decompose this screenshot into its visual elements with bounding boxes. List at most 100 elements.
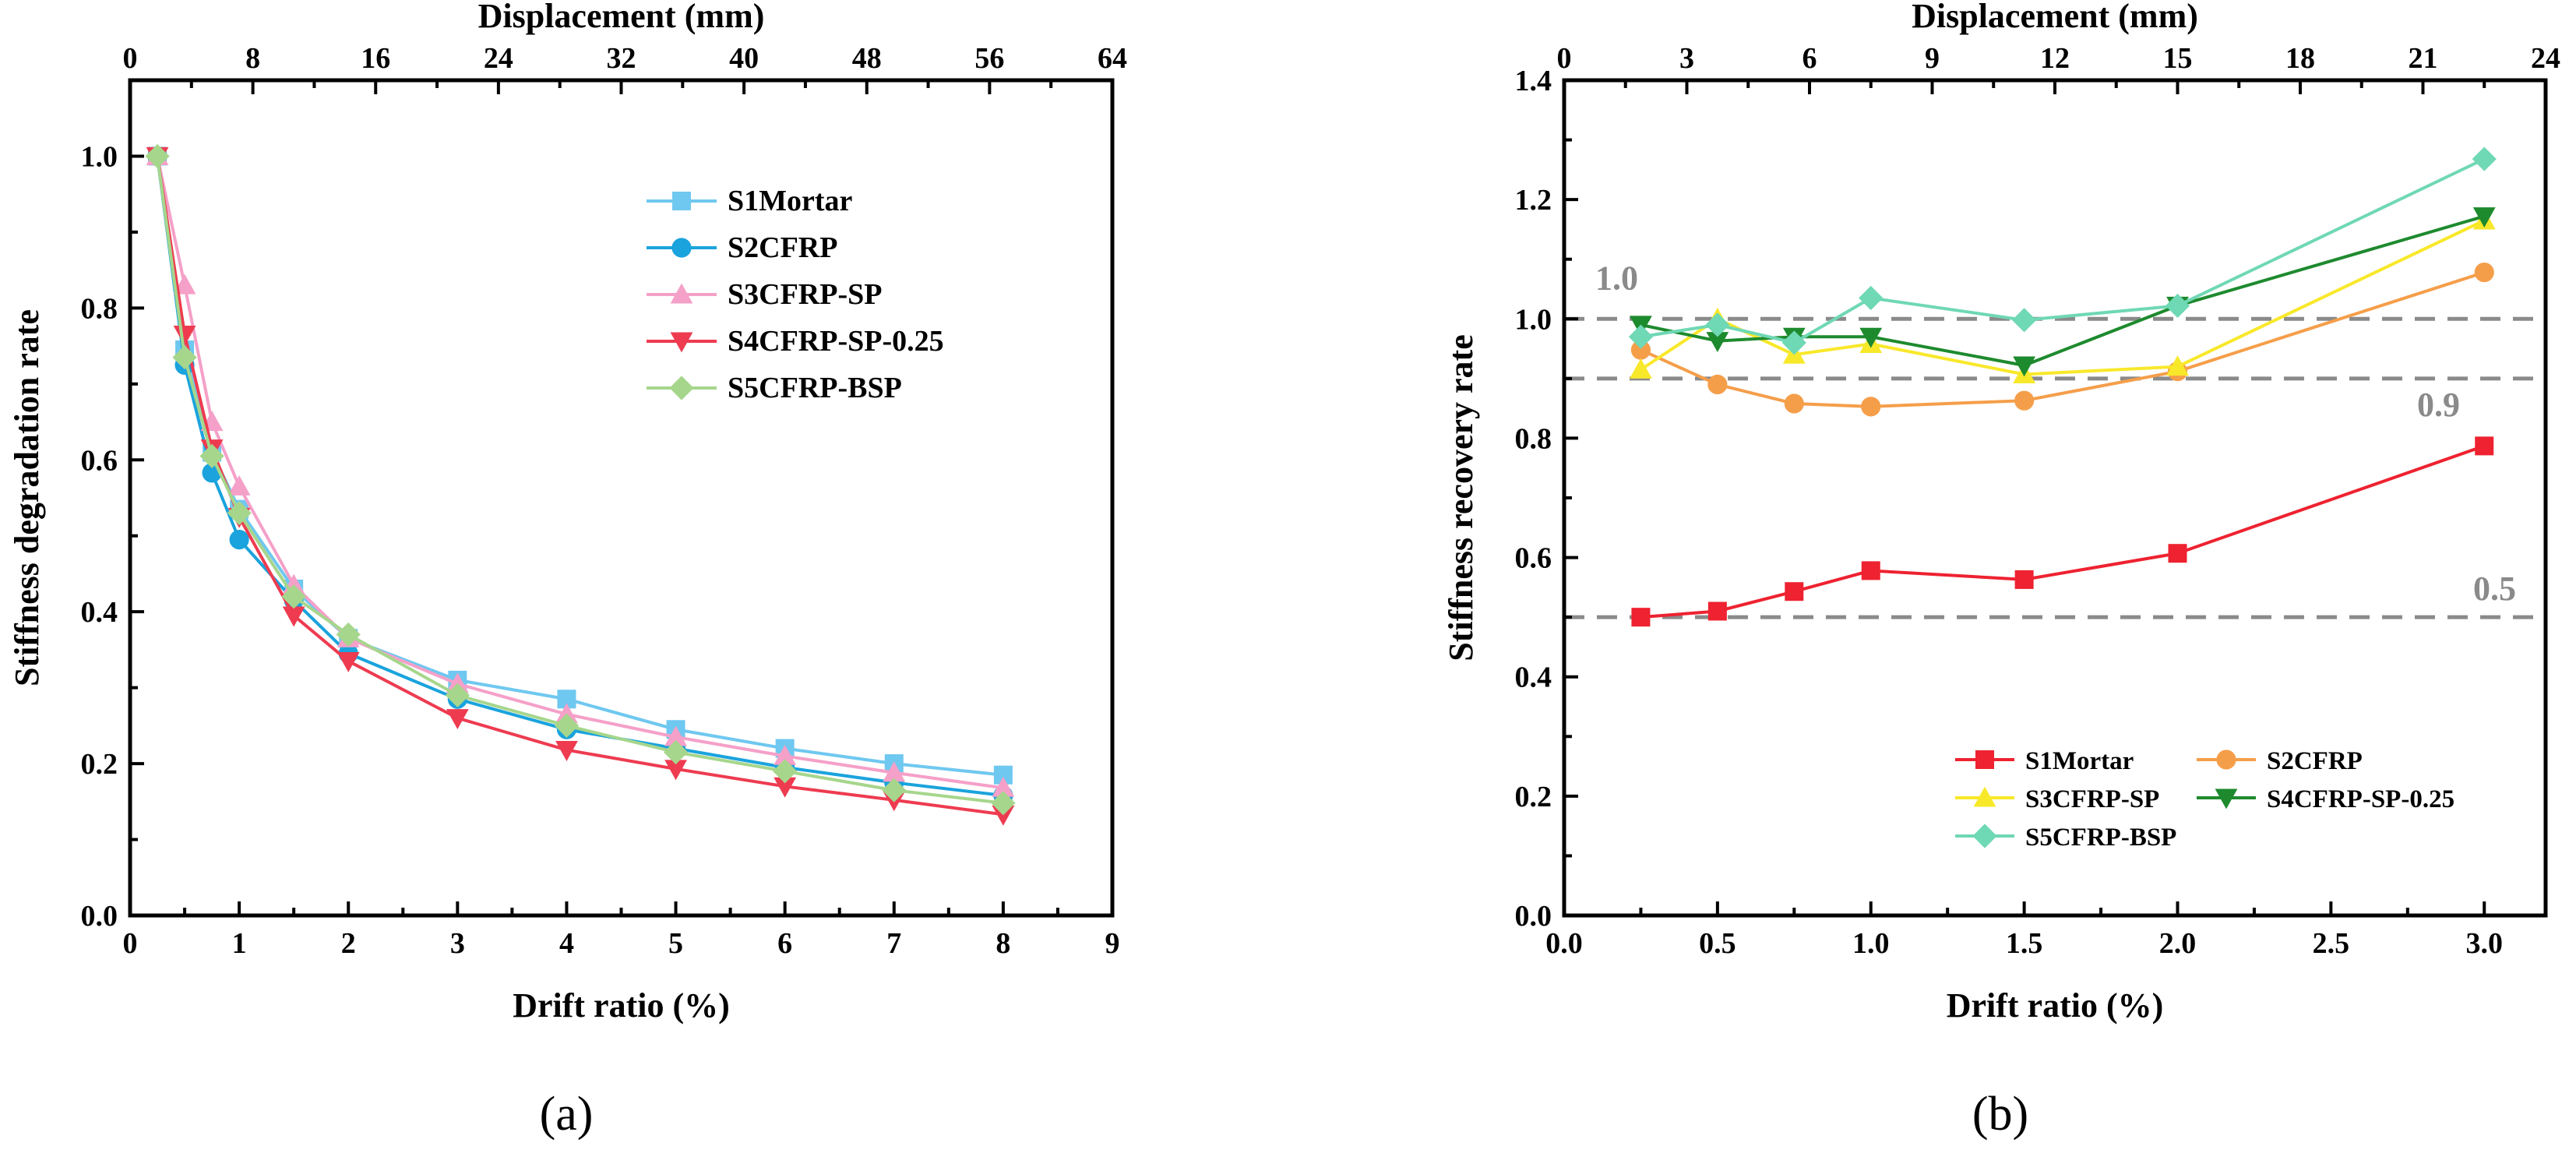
panel-a-x2-tick-label: 40 <box>729 42 759 75</box>
panel-b-series-line <box>1640 444 2485 619</box>
panel-b-x-axis-title: Drift ratio (%) <box>1947 986 2164 1025</box>
panel-a-series-S1Mortar <box>148 146 1013 785</box>
panel-b-x2-axis-title: Displacement (mm) <box>1912 0 2198 35</box>
panel-b-series-S4CFRP-SP-0.25 <box>1630 207 2496 377</box>
panel-b: 1.0 0.9 0.5 0.0 0.5 1.0 1.5 2.0 2.5 3.0 0.0 0.2 0.4 0… <box>1442 0 2560 1141</box>
panel-b-legend-label: S5CFRP-BSP <box>2025 824 2176 852</box>
panel-b-data-point <box>2166 355 2189 376</box>
panel-b-x2-tick-label: 15 <box>2163 42 2193 75</box>
panel-a-legend-label: S1Mortar <box>728 185 853 217</box>
panel-b-y-tick-label: 1.2 <box>1515 184 1552 217</box>
panel-b-x-tick-label: 1.0 <box>1852 927 1890 960</box>
panel-a-y-axis-title: Stiffness degradation rate <box>8 309 46 686</box>
panel-b-y-axis-title: Stiffness recovery rate <box>1442 334 1480 661</box>
panel-a-y-tick-label: 0.8 <box>81 292 118 325</box>
panel-b-x-tick-label: 3.0 <box>2466 927 2504 960</box>
panel-b-data-point <box>1631 608 1651 627</box>
panel-b-data-point <box>2165 293 2190 319</box>
panel-a-data-point <box>145 143 170 169</box>
panel-a-x-tick-label: 9 <box>1105 927 1120 960</box>
panel-a-y-tick-label: 0.0 <box>81 900 118 933</box>
panel-b-data-point <box>1707 374 1728 395</box>
panel-b-x2-tick-label: 21 <box>2409 42 2438 75</box>
panel-b-data-point <box>2013 356 2036 377</box>
panel-a-x-axis-title: Drift ratio (%) <box>513 986 730 1025</box>
panel-a-data-point <box>773 759 798 784</box>
panel-b-y-tick-label: 0.6 <box>1515 542 1552 575</box>
panel-b-legend-marker <box>1975 750 1994 769</box>
panel-a-x2-tick-label: 32 <box>607 42 636 75</box>
panel-a-data-point <box>992 805 1015 826</box>
panel-a-series-line <box>156 156 1004 777</box>
panel-b-y-tick-label: 0.8 <box>1515 422 1552 455</box>
panel-a-data-point <box>555 703 578 724</box>
panel-b-data-point <box>1861 561 1880 580</box>
panel-a: 0 1 2 3 4 5 6 7 8 90.00.20.40.60.81.00 8 16 24 32 40 48… <box>8 0 1127 1141</box>
panel-b-series-line <box>1640 157 2486 345</box>
panel-a-x-tick-label: 4 <box>559 927 574 960</box>
panel-a-data-point <box>774 777 797 798</box>
panel-b-panel-label: (b) <box>1972 1088 2028 1141</box>
panel-a-legend-marker <box>671 238 692 258</box>
panel-a-data-point <box>991 791 1016 816</box>
panel-b-x-tick-label: 1.5 <box>2006 927 2043 960</box>
panel-a-data-point <box>664 760 687 781</box>
panel-a-panel-label: (a) <box>540 1088 594 1141</box>
panel-a-series-line <box>156 156 1004 798</box>
panel-b-legend-label: S2CFRP <box>2267 747 2363 775</box>
panel-a-x2-axis-title: Displacement (mm) <box>478 0 765 35</box>
panel-b-legend: S1Mortar S2CFRP S3CFRP-SP S4CFRP-SP-0.25 S5C… <box>1955 747 2454 852</box>
panel-b-data-point <box>1630 340 1651 360</box>
panel-b-legend-label: S4CFRP-SP-0.25 <box>2267 785 2454 813</box>
panel-b-x-tick-label: 0.0 <box>1545 927 1583 960</box>
panel-b-x-tick-label: 2.0 <box>2159 927 2197 960</box>
panel-a-x2-tick-label: 8 <box>245 42 260 75</box>
panel-a-legend: S1Mortar S2CFRP S3CFRP-SP S4CFRP-SP-0.25 S5C… <box>647 185 944 404</box>
panel-b-data-point <box>1784 393 1804 414</box>
panel-a-data-point <box>446 672 469 693</box>
panel-b-series-S3CFRP-SP <box>1630 209 2496 384</box>
panel-a-data-point <box>227 500 252 526</box>
panel-b-data-point <box>1630 358 1652 379</box>
panel-b-y-tick-label: 0.2 <box>1515 781 1552 813</box>
panel-a-y-tick-label: 0.4 <box>81 596 118 629</box>
panel-b-reference-label-1: 0.9 <box>2417 386 2460 424</box>
panel-a-data-point <box>282 606 305 627</box>
panel-a-data-point <box>229 530 249 550</box>
panel-b-x2-tick-label: 3 <box>1679 42 1694 75</box>
panel-a-data-point <box>554 713 580 738</box>
panel-a-x2-tick-label: 16 <box>361 42 390 75</box>
panel-a-data-point <box>281 584 306 609</box>
panel-a-data-point <box>992 776 1015 797</box>
panel-a-x2-tick-label: 0 <box>123 42 138 75</box>
panel-b-y-tick-label: 1.4 <box>1515 65 1552 97</box>
panel-a-series-line <box>156 156 1004 805</box>
panel-b-legend-marker <box>1972 824 1997 848</box>
panel-b-y-tick-label: 0.0 <box>1515 900 1552 933</box>
panel-a-data-point <box>172 345 197 370</box>
panel-b-x2-tick-label: 12 <box>2040 42 2070 75</box>
panel-b-data-point <box>1861 397 1881 417</box>
panel-b-data-point <box>2014 390 2035 411</box>
panel-a-x2-tick-label: 24 <box>484 42 513 75</box>
panel-a-data-point <box>446 709 469 730</box>
panel-a-legend-label: S3CFRP-SP <box>728 278 882 311</box>
panel-a-data-point <box>882 778 907 802</box>
panel-b-data-point <box>1785 582 1804 601</box>
panel-b-x2-tick-label: 0 <box>1557 42 1572 75</box>
panel-b-data-point <box>1859 285 1884 311</box>
panel-b-data-point <box>2168 544 2187 563</box>
panel-a-legend-label: S2CFRP <box>728 231 837 264</box>
panel-b-data-point <box>2474 262 2494 283</box>
panel-a-legend-label: S4CFRP-SP-0.25 <box>728 325 944 358</box>
panel-b-data-point <box>2014 570 2034 589</box>
panel-a-legend-marker <box>669 376 694 400</box>
panel-b-data-point <box>1705 312 1730 337</box>
panel-b-data-point <box>2475 436 2494 456</box>
panel-b-data-point <box>1706 332 1729 353</box>
panel-a-data-point <box>227 474 251 496</box>
panel-a-x-tick-label: 1 <box>232 927 247 960</box>
panel-a-data-point <box>774 744 797 765</box>
panel-b-legend-label: S3CFRP-SP <box>2025 785 2159 813</box>
